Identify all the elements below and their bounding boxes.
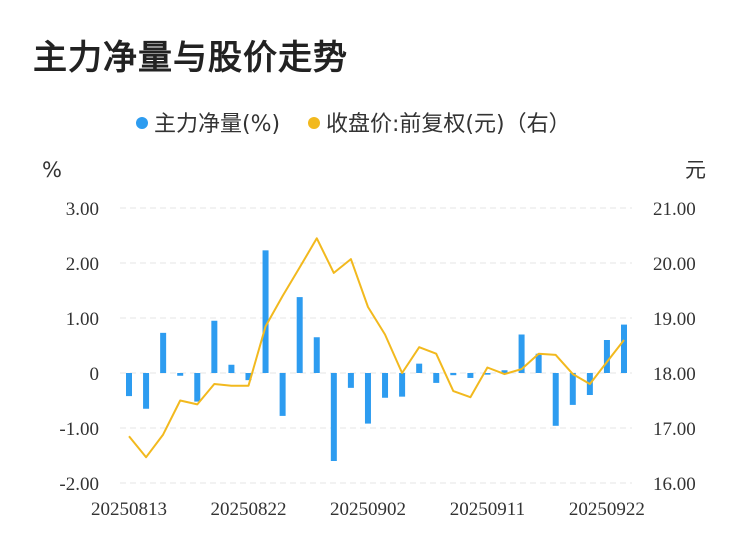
legend-item-close-price[interactable]: 收盘价:前复权(元)（右） bbox=[308, 110, 571, 140]
x-tick-label: 20250822 bbox=[210, 499, 286, 520]
legend-dot-icon bbox=[308, 117, 320, 129]
bar-net-volume bbox=[364, 373, 371, 424]
y-left-axis: 3.00 2.00 1.00 0 -1.00 -2.00 bbox=[59, 199, 99, 495]
y-left-tick-label: 0 bbox=[90, 364, 100, 385]
y-right-tick-label: 19.00 bbox=[653, 309, 696, 330]
x-tick-label: 20250813 bbox=[91, 499, 167, 520]
bar-net-volume bbox=[143, 373, 150, 409]
y-left-tick-label: -2.00 bbox=[59, 474, 99, 495]
bar-net-volume bbox=[347, 373, 354, 388]
y-left-tick-label: 1.00 bbox=[66, 309, 99, 330]
y-left-tick-label: 3.00 bbox=[66, 199, 99, 220]
bar-net-volume bbox=[126, 373, 132, 397]
y-left-tick-label: 2.00 bbox=[66, 254, 99, 275]
bar-net-volume bbox=[279, 373, 286, 416]
bar-net-volume bbox=[603, 340, 610, 373]
x-tick-label: 20250902 bbox=[330, 499, 406, 520]
line-close-price bbox=[128, 237, 625, 459]
bar-net-volume bbox=[330, 373, 337, 461]
legend-label-net-volume: 主力净量(%) bbox=[154, 112, 281, 137]
y-right-tick-label: 20.00 bbox=[653, 254, 696, 275]
legend-dot-icon bbox=[136, 117, 148, 129]
bar-net-volume bbox=[399, 373, 406, 397]
bar-net-volume bbox=[535, 353, 542, 373]
bar-net-volume bbox=[228, 364, 235, 373]
y-left-tick-label: -1.00 bbox=[59, 419, 99, 440]
y-right-tick-label: 18.00 bbox=[653, 364, 696, 385]
x-axis: 20250813 20250822 20250902 20250911 20250922 bbox=[91, 499, 645, 520]
y-right-unit: 元 bbox=[685, 158, 706, 182]
chart-title: 主力净量与股价走势 bbox=[33, 38, 348, 78]
grid-layer bbox=[120, 207, 632, 484]
bar-net-volume bbox=[416, 363, 423, 373]
bar-net-volume bbox=[433, 373, 440, 383]
x-tick-label: 20250911 bbox=[450, 499, 525, 520]
bar-net-volume bbox=[194, 373, 201, 402]
bar-net-volume bbox=[518, 334, 525, 373]
bar-net-volume bbox=[262, 250, 269, 373]
line-layer bbox=[128, 237, 625, 459]
bars-layer bbox=[126, 250, 627, 461]
y-right-tick-label: 17.00 bbox=[653, 419, 696, 440]
bar-net-volume bbox=[467, 373, 474, 378]
bar-net-volume bbox=[177, 373, 184, 376]
bar-net-volume bbox=[160, 332, 167, 373]
bar-net-volume bbox=[484, 373, 491, 375]
bar-net-volume bbox=[313, 337, 320, 373]
bar-net-volume bbox=[211, 320, 218, 373]
y-right-axis: 21.00 20.00 19.00 18.00 17.00 16.00 bbox=[653, 199, 696, 495]
bar-net-volume bbox=[296, 297, 303, 373]
legend: 主力净量(%) 收盘价:前复权(元)（右） bbox=[0, 110, 750, 140]
bar-net-volume bbox=[245, 373, 252, 381]
y-left-unit: % bbox=[42, 158, 62, 182]
y-right-tick-label: 16.00 bbox=[653, 474, 696, 495]
legend-label-close-price: 收盘价:前复权(元)（右） bbox=[326, 112, 571, 137]
y-right-tick-label: 21.00 bbox=[653, 199, 696, 220]
bar-net-volume bbox=[450, 373, 457, 376]
legend-item-net-volume[interactable]: 主力净量(%) bbox=[136, 110, 280, 140]
bar-net-volume bbox=[501, 370, 508, 373]
bar-net-volume bbox=[382, 373, 389, 398]
bar-net-volume bbox=[569, 373, 576, 405]
bar-net-volume bbox=[621, 324, 627, 373]
bar-net-volume bbox=[552, 373, 559, 426]
x-tick-label: 20250922 bbox=[569, 499, 645, 520]
